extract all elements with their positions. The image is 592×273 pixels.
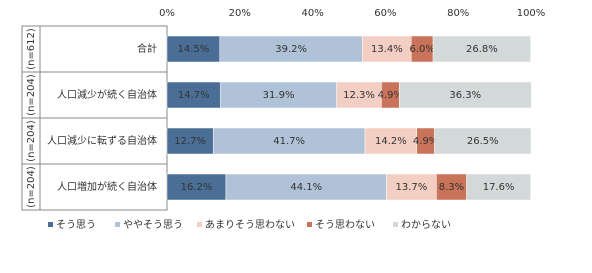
value-label: 8.3% bbox=[439, 182, 464, 193]
value-label: 12.3% bbox=[343, 90, 375, 101]
value-label: 14.2% bbox=[375, 136, 407, 147]
bar-segment bbox=[166, 35, 221, 63]
legend-swatch bbox=[307, 222, 312, 227]
sample-size: (n=204) bbox=[26, 120, 37, 162]
x-tick-label: 20% bbox=[229, 8, 251, 19]
bar-segment bbox=[166, 127, 214, 155]
value-label: 12.7% bbox=[174, 136, 206, 147]
legend-swatch bbox=[197, 222, 202, 227]
sample-size: (n=204) bbox=[26, 166, 37, 208]
value-label: 17.6% bbox=[483, 182, 515, 193]
x-tick-label: 40% bbox=[301, 8, 323, 19]
bar-segment bbox=[212, 127, 366, 155]
bar-segment bbox=[362, 35, 412, 63]
category-label: 人口減少が続く自治体 bbox=[57, 88, 157, 101]
value-label: 14.5% bbox=[177, 44, 209, 55]
sample-size: (n=204) bbox=[26, 74, 37, 116]
bar-segment bbox=[225, 173, 387, 201]
legend-label: あまりそう思わない bbox=[205, 219, 295, 231]
bar-segment bbox=[432, 35, 531, 63]
bar-segment bbox=[166, 173, 227, 201]
legend-label: わからない bbox=[401, 219, 451, 231]
x-tick-label: 0% bbox=[159, 8, 175, 19]
bar-segment bbox=[398, 81, 532, 109]
bar-segment bbox=[166, 81, 221, 109]
legend-label: そう思う bbox=[56, 219, 96, 231]
legend-label: そう思わない bbox=[315, 219, 375, 231]
value-label: 26.8% bbox=[466, 44, 498, 55]
value-label: 41.7% bbox=[273, 136, 305, 147]
category-label: 人口減少に転ずる自治体 bbox=[47, 134, 157, 147]
x-tick-label: 80% bbox=[447, 8, 469, 19]
bar-segment bbox=[386, 173, 437, 201]
value-label: 14.7% bbox=[178, 90, 210, 101]
value-label: 36.3% bbox=[449, 90, 481, 101]
value-label: 44.1% bbox=[290, 182, 322, 193]
value-label: 39.2% bbox=[275, 44, 307, 55]
category-label: 人口増加が続く自治体 bbox=[57, 180, 157, 193]
value-label: 31.9% bbox=[263, 90, 295, 101]
legend-swatch bbox=[393, 222, 398, 227]
legend-swatch bbox=[48, 222, 53, 227]
value-label: 4.9% bbox=[378, 90, 403, 101]
value-label: 13.7% bbox=[396, 182, 428, 193]
bar-segment bbox=[219, 35, 363, 63]
value-label: 16.2% bbox=[181, 182, 213, 193]
legend-swatch bbox=[115, 222, 120, 227]
value-label: 4.9% bbox=[413, 136, 438, 147]
sample-size: (n=612) bbox=[26, 28, 37, 70]
bar-segment bbox=[364, 127, 417, 155]
x-tick-label: 100% bbox=[517, 8, 546, 19]
category-label: 合計 bbox=[137, 42, 157, 55]
value-label: 6.0% bbox=[409, 44, 434, 55]
value-label: 26.5% bbox=[467, 136, 499, 147]
x-tick-label: 60% bbox=[374, 8, 396, 19]
bar-segment bbox=[434, 127, 532, 155]
value-label: 13.4% bbox=[371, 44, 403, 55]
bar-segment bbox=[466, 173, 531, 201]
legend-label: ややそう思う bbox=[123, 219, 183, 231]
